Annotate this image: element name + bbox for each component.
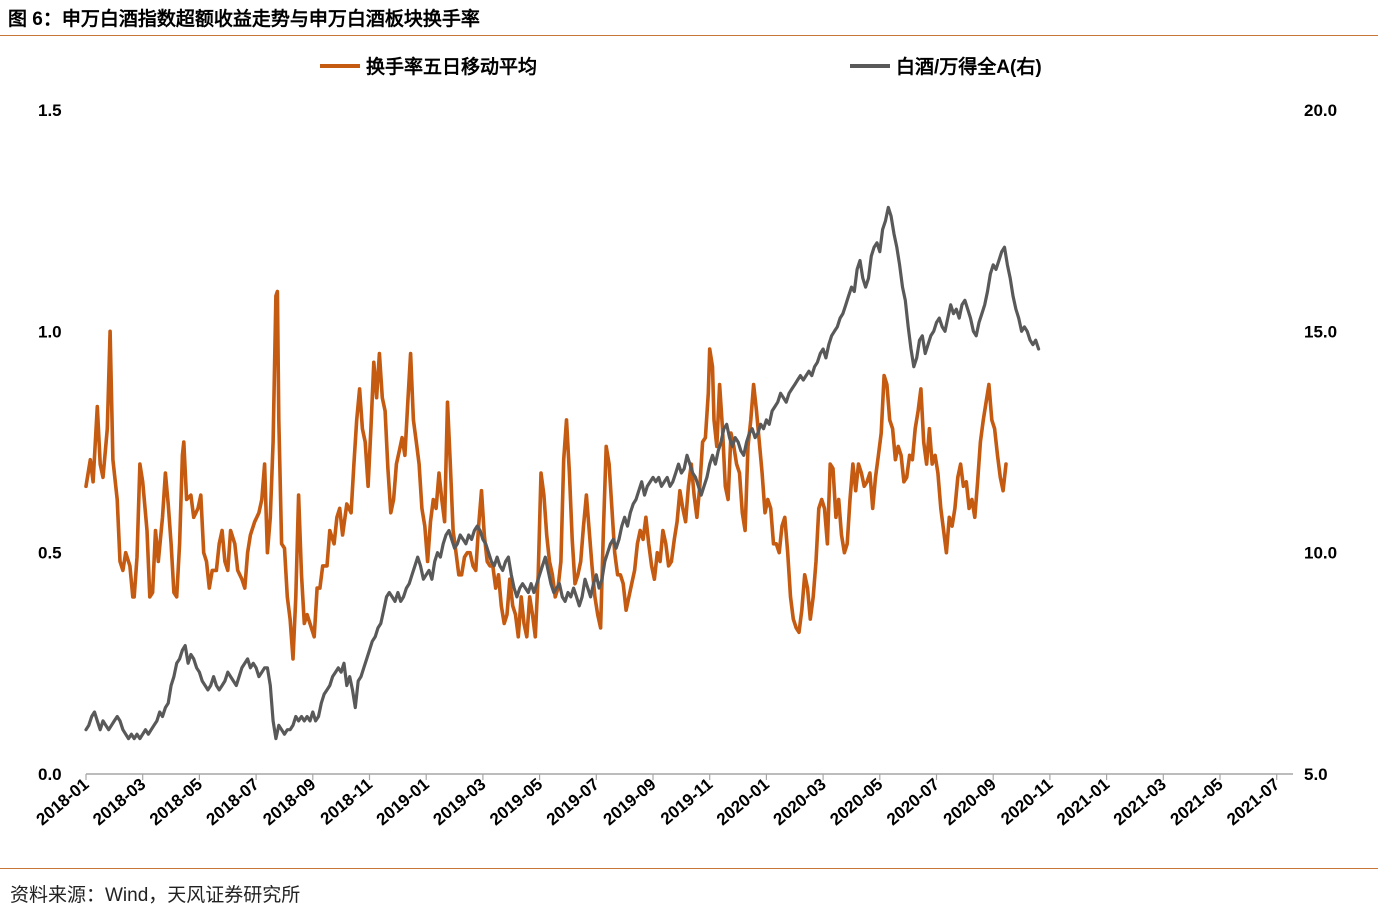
x-tick-label: 2021-01 — [1053, 775, 1113, 830]
right-y-tick-label: 5.0 — [1304, 765, 1328, 784]
top-rule — [0, 35, 1378, 36]
series-line-ratio — [84, 205, 1041, 741]
left-y-tick-label: 0.0 — [38, 765, 62, 784]
x-tick-label: 2019-05 — [486, 775, 546, 830]
source-note: 资料来源：Wind，天风证券研究所 — [10, 885, 301, 906]
x-tick-label: 2019-09 — [600, 775, 660, 830]
right-y-tick-label: 15.0 — [1304, 322, 1337, 341]
right-y-tick-label: 20.0 — [1304, 101, 1337, 120]
x-tick-label: 2019-01 — [373, 775, 433, 830]
x-tick-label: 2019-03 — [429, 775, 489, 830]
left-y-tick-label: 1.5 — [38, 101, 62, 120]
left-y-tick-label: 1.0 — [38, 322, 62, 341]
x-tick-label: 2020-05 — [826, 775, 886, 830]
chart: 0.00.51.01.55.010.015.020.02018-012018-0… — [33, 55, 1338, 830]
legend-label-turnover: 换手率五日移动平均 — [366, 55, 537, 78]
x-tick-label: 2021-07 — [1223, 775, 1283, 830]
x-tick-label: 2018-09 — [259, 775, 319, 830]
x-tick-label: 2018-11 — [317, 775, 376, 829]
figure-title: 图 6：申万白酒指数超额收益走势与申万白酒板块换手率 — [8, 9, 480, 30]
x-tick-label: 2018-07 — [203, 775, 263, 830]
x-tick-label: 2018-03 — [89, 775, 149, 830]
x-tick-label: 2019-07 — [543, 775, 603, 830]
right-y-tick-label: 10.0 — [1304, 544, 1337, 563]
bottom-rule — [0, 868, 1378, 869]
x-tick-label: 2020-03 — [770, 775, 830, 830]
x-tick-label: 2020-07 — [883, 775, 943, 830]
x-tick-label: 2020-11 — [997, 775, 1056, 829]
x-tick-label: 2021-05 — [1167, 775, 1227, 830]
x-tick-label: 2021-03 — [1110, 775, 1170, 830]
legend-label-ratio: 白酒/万得全A(右) — [896, 55, 1042, 78]
left-y-tick-label: 0.5 — [38, 544, 62, 563]
x-tick-label: 2020-09 — [940, 775, 1000, 830]
series-line-turnover — [84, 289, 1008, 661]
x-tick-label: 2018-05 — [146, 775, 206, 830]
x-tick-label: 2019-11 — [657, 775, 716, 829]
legend: 换手率五日移动平均 白酒/万得全A(右) — [320, 55, 1042, 78]
series-lines — [84, 205, 1041, 741]
x-tick-label: 2020-01 — [713, 775, 773, 830]
